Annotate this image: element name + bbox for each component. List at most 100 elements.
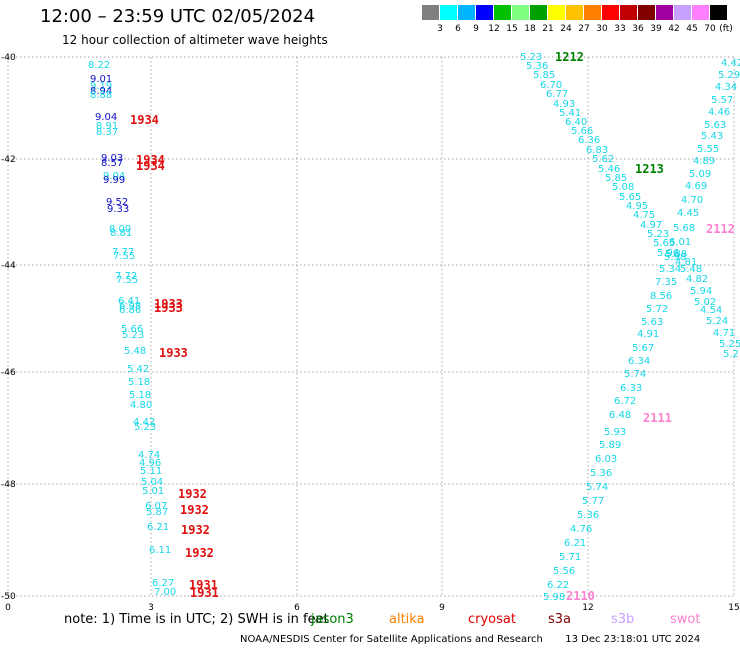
wave-height-label: 5.63 [641, 317, 663, 328]
wave-height-label: 4.80 [130, 400, 152, 411]
wave-height-label: 9.99 [103, 175, 125, 186]
legend-label: 33 [614, 24, 626, 34]
wave-height-label: 6.41 [118, 296, 140, 307]
pass-label: 1932 [178, 487, 207, 501]
wave-height-label: 5.74 [586, 482, 608, 493]
y-tick-label: -48 [1, 480, 16, 490]
wave-height-label: 5.48 [124, 346, 146, 357]
wave-height-label: 4.70 [681, 195, 703, 206]
wave-height-label: 5.88 [665, 249, 687, 260]
legend-label: 3 [437, 24, 443, 34]
legend-swatch [530, 5, 547, 20]
legend-swatch [458, 5, 475, 20]
wave-height-label: 4.69 [685, 181, 707, 192]
wave-height-label: 6.40 [565, 117, 587, 128]
wave-height-label: 6.77 [546, 89, 568, 100]
legend-swatch [620, 5, 637, 20]
satellite-name: s3a [548, 612, 572, 627]
satellite-name: jason3 [311, 612, 354, 627]
legend-label: 39 [650, 24, 662, 34]
legend-swatch [674, 5, 691, 20]
wave-height-label: 6.03 [595, 454, 617, 465]
wave-height-label: 8.94 [90, 86, 112, 97]
wave-height-label: 5.29 [718, 70, 740, 81]
wave-height-label: 5.96 [657, 248, 679, 259]
wave-height-label: 5.18 [129, 390, 151, 401]
satellite-name: altika [389, 612, 425, 627]
legend-label: 15 [506, 24, 518, 34]
legend-label: 42 [668, 24, 680, 34]
wave-height-label: 7.55 [116, 275, 138, 286]
x-tick-label: 3 [148, 603, 154, 610]
wave-height-label: 4.42 [721, 58, 740, 69]
wave-height-label: 5.98 [543, 592, 565, 603]
wave-height-label: 5.89 [599, 440, 621, 451]
wave-height-label: 7.55 [113, 251, 135, 262]
x-tick-label: 9 [439, 603, 445, 610]
wave-height-label: 4.91 [637, 329, 659, 340]
wave-height-label: 5.63 [704, 120, 726, 131]
wave-height-label: 5.23 [122, 330, 144, 341]
satellite-name: swot [670, 612, 701, 627]
wave-height-label: 5.08 [612, 182, 634, 193]
wave-height-label: 5.46 [598, 164, 620, 175]
wave-height-label: 7.72 [115, 271, 137, 282]
pass-label: 1932 [185, 546, 214, 560]
wave-height-label: 6.86 [119, 305, 141, 316]
pass-labels: 1934193419341933193319331932193219321932… [130, 50, 735, 603]
wave-height-label: 4.95 [626, 201, 648, 212]
wave-height-label: 5.41 [559, 108, 581, 119]
wave-height-label: 4.75 [633, 210, 655, 221]
wave-height-label: 4.81 [675, 257, 697, 268]
wave-height-label: 7.00 [154, 587, 176, 598]
wave-height-label: 5.87 [146, 507, 168, 518]
legend-swatch [692, 5, 709, 20]
legend-swatch [656, 5, 673, 20]
wave-height-label: 5.85 [533, 70, 555, 81]
pass-label: 1934 [136, 153, 165, 167]
wave-height-label: 5.98 [664, 252, 686, 263]
y-tick-label: -44 [1, 261, 16, 271]
altimeter-map: 0 3 6 9 12 15-40-42-44-46-48-50 8.229.019.198… [1, 50, 740, 610]
pass-label: 1933 [159, 346, 188, 360]
pass-label: 1932 [180, 503, 209, 517]
legend-swatch [476, 5, 493, 20]
footer-timestamp: 13 Dec 23:18:01 UTC 2024 [565, 634, 701, 645]
legend-swatch [494, 5, 511, 20]
wave-height-label: 8.00 [109, 224, 131, 235]
legend-label: 36 [632, 24, 644, 34]
wave-height-label: 6.01 [669, 237, 691, 248]
wave-height-label: 5.67 [632, 343, 654, 354]
wave-height-label: 5.04 [141, 477, 163, 488]
wave-height-label: 5.68 [673, 223, 695, 234]
wave-height-label: 4.74 [138, 450, 160, 461]
wave-height-label: 5.23 [134, 422, 156, 433]
wave-height-label: 9.52 [106, 197, 128, 208]
wave-height-label: 7.77 [112, 247, 134, 258]
wave-height-label: 4.97 [640, 220, 662, 231]
wave-height-label: 5.18 [128, 377, 150, 388]
x-tick-label: 0 [5, 603, 11, 610]
legend-swatch [566, 5, 583, 20]
wave-height-label: 4.71 [713, 328, 735, 339]
legend-swatch [548, 5, 565, 20]
wave-height-label: 4.96 [139, 458, 161, 469]
wave-height-label: 5.85 [605, 173, 627, 184]
wave-height-observations: 8.229.019.198.948.889.048.918.379.038.57… [88, 52, 740, 603]
legend-swatch [440, 5, 457, 20]
legend-swatch [422, 5, 439, 20]
footer-credit: NOAA/NESDIS Center for Satellite Applica… [240, 634, 543, 645]
wave-height-label: 5.66 [571, 126, 593, 137]
wave-height-label: 5.34 [659, 264, 681, 275]
wave-height-label: 5.62 [592, 154, 614, 165]
wave-height-label: 5.42 [127, 364, 149, 375]
wave-height-label: 4.82 [686, 274, 708, 285]
legend-swatch [584, 5, 601, 20]
y-tick-label: -40 [1, 53, 16, 63]
x-tick-label: 6 [294, 603, 300, 610]
legend-label: 70 [704, 24, 716, 34]
wave-height-label: 6.07 [145, 501, 167, 512]
wave-height-label: 9.03 [101, 153, 123, 164]
wave-height-label: 6.98 [119, 301, 141, 312]
wave-height-label: 6.27 [152, 578, 174, 589]
